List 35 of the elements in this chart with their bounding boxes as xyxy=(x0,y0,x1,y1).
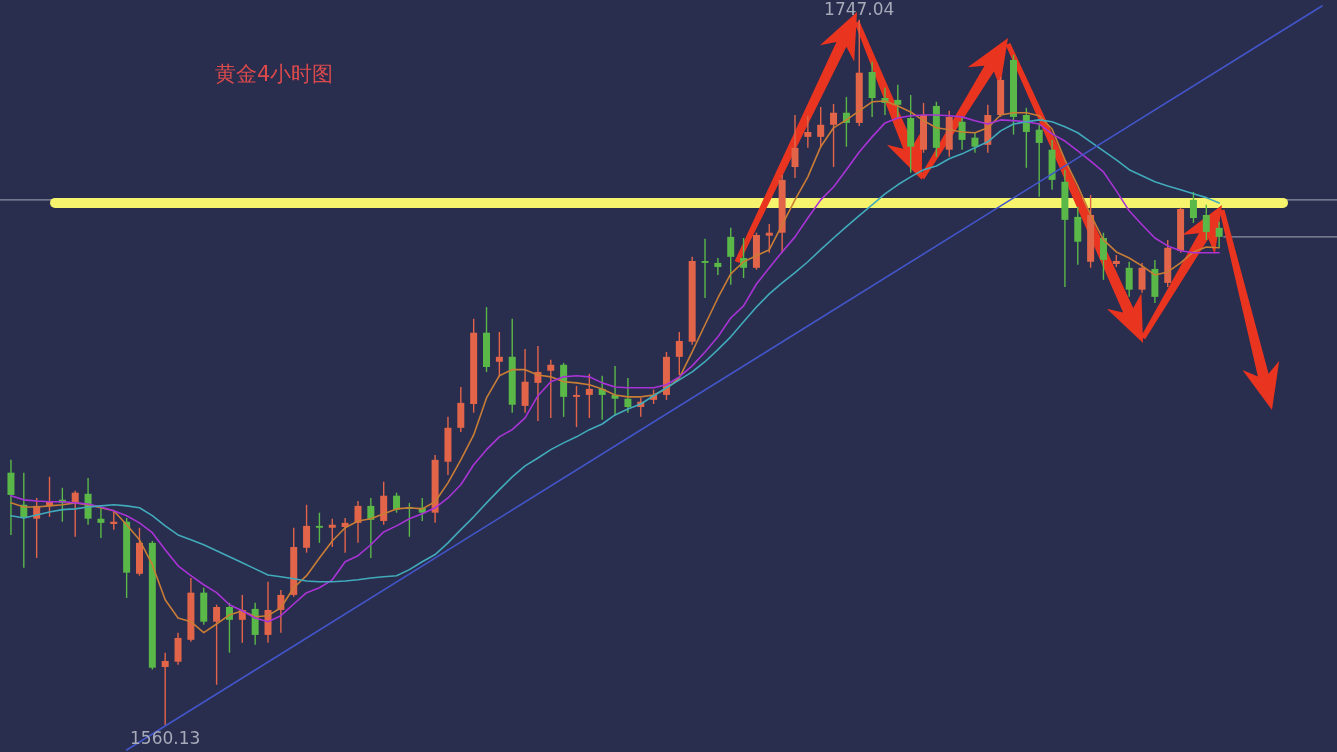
candlestick xyxy=(1035,122,1043,198)
candlestick xyxy=(727,227,735,286)
candlestick xyxy=(585,373,593,419)
candlestick xyxy=(624,377,632,414)
candlestick xyxy=(817,106,825,149)
candlestick xyxy=(675,331,683,376)
candlestick xyxy=(701,238,709,299)
candlestick xyxy=(572,385,580,428)
candlestick xyxy=(315,511,323,544)
candlestick xyxy=(894,84,902,119)
candlestick xyxy=(765,223,773,254)
candlestick xyxy=(547,359,555,419)
candlestick xyxy=(958,116,966,151)
candlestick xyxy=(213,604,221,686)
candlestick xyxy=(714,257,722,276)
candlestick xyxy=(97,506,105,539)
candlestick xyxy=(1138,262,1146,294)
candlestick xyxy=(495,331,503,378)
candlestick xyxy=(1125,261,1133,298)
candlestick xyxy=(354,500,362,544)
candlestick xyxy=(303,504,311,554)
text: 黄金4小时图 xyxy=(215,62,334,86)
candlestick xyxy=(1189,191,1197,224)
candlestick xyxy=(791,114,799,179)
candlestick xyxy=(830,103,838,168)
candlestick xyxy=(174,631,182,666)
candlestick xyxy=(161,651,169,726)
candlestick xyxy=(1099,232,1107,281)
candlestick xyxy=(1215,221,1223,249)
candlestick xyxy=(1202,204,1210,241)
candlestick xyxy=(328,518,336,548)
candlestick xyxy=(804,115,812,149)
candlestick xyxy=(971,132,979,154)
annotation: 1747.04 xyxy=(824,0,895,19)
candlestick xyxy=(7,459,15,536)
